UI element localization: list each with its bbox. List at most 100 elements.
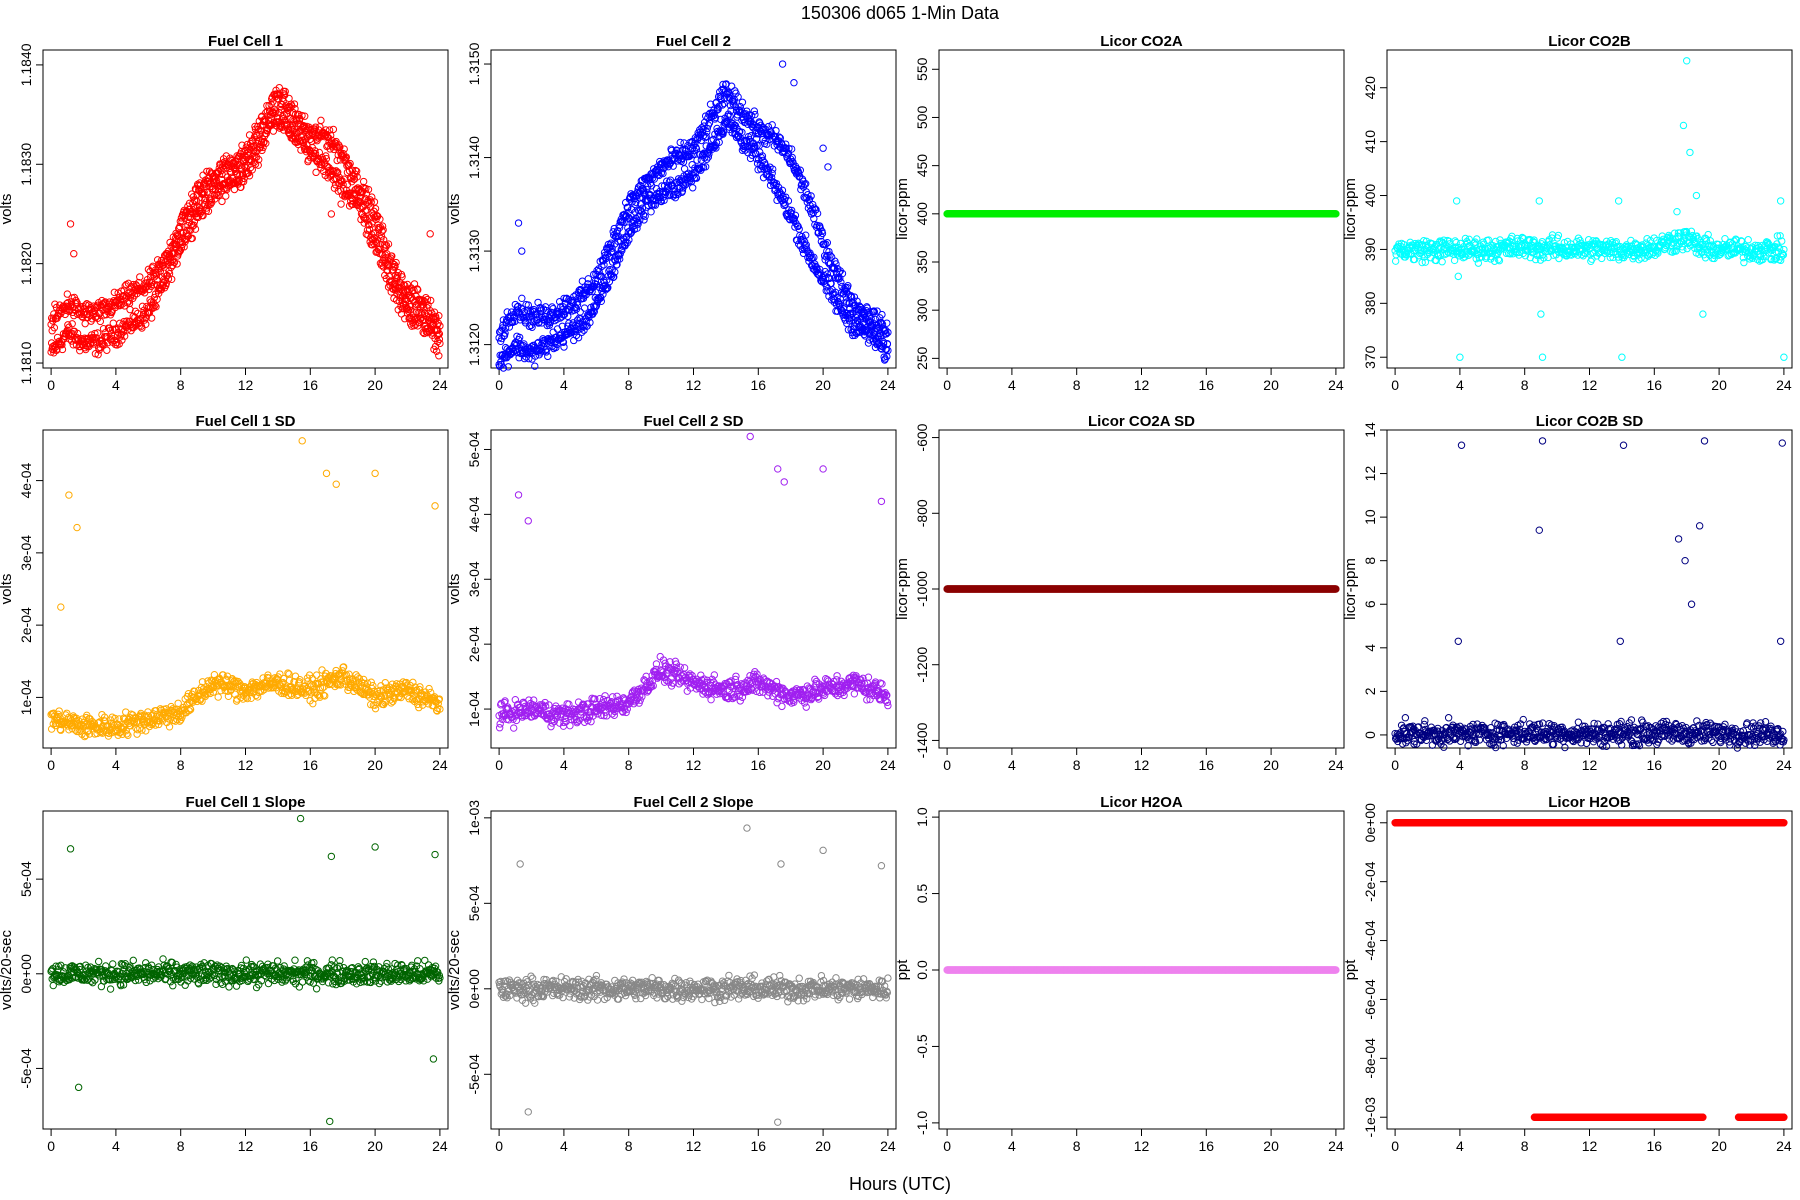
x-tick-label: 8 xyxy=(625,377,633,393)
y-axis-label: volts xyxy=(0,574,15,605)
x-tick-label: 0 xyxy=(47,377,55,393)
x-tick-label: 12 xyxy=(1582,377,1598,393)
data-point xyxy=(139,314,147,322)
data-point xyxy=(188,234,196,243)
data-point xyxy=(290,100,299,108)
data-point xyxy=(162,279,170,288)
data-point xyxy=(301,112,309,120)
data-point xyxy=(99,340,107,348)
data-point xyxy=(252,153,261,161)
data-point xyxy=(1391,257,1400,265)
y-tick-label: 380 xyxy=(1362,291,1378,315)
data-point xyxy=(1776,197,1785,205)
x-tick-label: 12 xyxy=(686,377,702,393)
data-point xyxy=(436,339,444,348)
data-point xyxy=(322,126,330,134)
data-point xyxy=(426,230,434,238)
y-axis-label: licor-ppm xyxy=(1342,178,1359,240)
y-tick-label: 250 xyxy=(914,346,930,370)
data-point xyxy=(166,253,175,261)
x-tick-label: 4 xyxy=(112,377,120,393)
x-tick-label: 20 xyxy=(367,377,383,393)
data-point xyxy=(192,197,201,205)
x-tick-label: 16 xyxy=(1647,377,1663,393)
data-point xyxy=(66,220,75,228)
x-tick-label: 4 xyxy=(1008,377,1016,393)
data-point xyxy=(371,204,380,213)
series-2 xyxy=(495,80,892,348)
data-point xyxy=(1699,310,1707,318)
figure-title: 150306 d065 1-Min Data xyxy=(801,3,1000,23)
data-point xyxy=(204,207,213,215)
y-axis-label: volts xyxy=(446,194,463,225)
data-point xyxy=(222,152,231,160)
x-tick-label: 20 xyxy=(367,757,383,773)
data-point xyxy=(161,258,169,266)
data-point xyxy=(1454,272,1462,281)
y-tick-label: 1e-04 xyxy=(18,679,34,715)
data-point xyxy=(152,303,160,311)
data-point xyxy=(327,210,336,218)
x-tick-label: 12 xyxy=(238,377,254,393)
data-point xyxy=(514,219,523,227)
panel-title: Licor CO2B xyxy=(1548,33,1631,50)
data-point xyxy=(345,161,353,169)
data-point xyxy=(58,345,67,354)
data-point xyxy=(256,130,264,139)
data-point xyxy=(109,319,117,327)
data-point xyxy=(647,208,655,216)
data-point xyxy=(383,250,391,258)
y-tick-label: 300 xyxy=(914,298,930,322)
x-tick-label: 16 xyxy=(303,377,319,393)
y-tick-label: 1.3130 xyxy=(466,229,482,272)
data-point xyxy=(333,168,342,176)
data-point xyxy=(790,79,798,87)
series-1 xyxy=(47,663,444,741)
data-point xyxy=(50,324,59,332)
data-point xyxy=(312,168,320,177)
figure-x-axis-label: Hours (UTC) xyxy=(849,1174,951,1194)
data-point xyxy=(376,215,384,223)
data-point xyxy=(119,292,128,300)
data-point xyxy=(142,320,150,328)
x-tick-label: 4 xyxy=(1456,377,1464,393)
data-point xyxy=(218,197,226,206)
data-point xyxy=(819,144,827,152)
data-point xyxy=(222,171,230,179)
y-tick-label: 1.1830 xyxy=(18,143,34,186)
data-point xyxy=(1679,121,1688,130)
data-point xyxy=(144,265,153,274)
data-point xyxy=(1692,191,1701,200)
data-point xyxy=(191,225,200,233)
data-point xyxy=(285,94,293,103)
data-point xyxy=(245,172,254,180)
x-tick-label: 8 xyxy=(1521,377,1529,393)
y-tick-label: 1.1820 xyxy=(18,242,34,285)
data-point xyxy=(177,229,185,237)
x-tick-label: 8 xyxy=(177,757,185,773)
plot-frame xyxy=(938,49,1345,369)
data-point xyxy=(359,177,368,186)
data-point xyxy=(153,275,161,284)
data-point xyxy=(110,296,118,305)
data-point xyxy=(142,727,150,735)
data-point xyxy=(1538,353,1547,361)
data-point xyxy=(340,175,348,183)
data-point xyxy=(248,166,256,174)
data-point xyxy=(339,181,347,189)
data-point xyxy=(824,163,832,171)
data-point xyxy=(370,198,379,206)
data-point xyxy=(222,192,230,200)
data-point xyxy=(406,306,414,314)
data-point xyxy=(322,152,330,160)
panel-title: Fuel Cell 1 SD xyxy=(195,413,295,430)
data-point xyxy=(289,109,298,117)
data-point xyxy=(262,139,270,147)
panel-title: Licor CO2A xyxy=(1100,33,1183,50)
series-1 xyxy=(1391,227,1788,267)
x-tick-label: 4 xyxy=(560,377,568,393)
data-point xyxy=(186,226,195,234)
data-point xyxy=(1673,207,1681,216)
